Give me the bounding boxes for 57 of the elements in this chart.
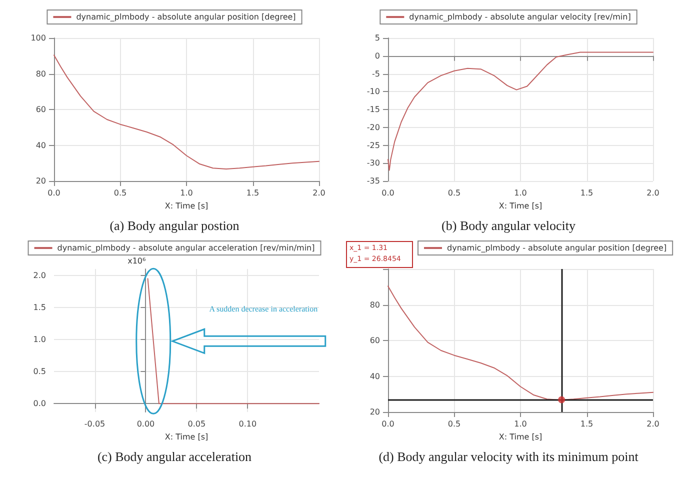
y-tick-label: 0 <box>374 51 380 60</box>
x-tick-label: 1.5 <box>580 420 594 428</box>
x-tick-label: 1.0 <box>180 188 193 198</box>
y-tick-label: -25 <box>366 140 380 150</box>
y-tick-label: 100 <box>30 34 46 42</box>
y-tick-label: 1.5 <box>33 302 46 312</box>
annotation: A sudden decrease in acceleration <box>209 304 318 314</box>
y-tick-label: 0.0 <box>33 399 46 408</box>
y-tick-label: -5 <box>372 69 380 78</box>
y-tick-label: 40 <box>36 140 46 150</box>
x-tick-label: 0.0 <box>382 188 394 198</box>
text: (b) Body angular velocity <box>442 218 576 233</box>
text: (c) Body angular acceleration <box>97 449 252 464</box>
x-axis-title: X: Time [s] <box>164 201 208 210</box>
x-tick-label: 2.0 <box>312 188 326 198</box>
legend-label: dynamic_plmbody - absolute angular velocity [rev/min] <box>409 12 631 22</box>
x-tick-label: -0.05 <box>84 420 106 428</box>
y-tick-label: 20 <box>36 176 46 186</box>
legend-label: dynamic_plmbody - absolute angular acceleration [rev/min/min] <box>57 244 315 252</box>
y-tick-label: -35 <box>366 176 380 186</box>
y-axis-title: x10⁶ <box>128 256 146 266</box>
text: (a) Body angular postion <box>110 218 240 233</box>
line-series <box>54 54 320 170</box>
y-tick-label: 40 <box>370 372 380 381</box>
x-tick-label: 0.0 <box>48 188 60 198</box>
x-tick-label: 2.0 <box>646 188 660 198</box>
y-tick-label: 60 <box>370 336 380 345</box>
text: (d) Body angular velocity with its minimum point <box>378 449 639 464</box>
y-tick-label: 1.0 <box>33 335 46 344</box>
y-tick-label: 80 <box>370 300 380 310</box>
y-tick-label: 20 <box>370 408 380 416</box>
legend-label: dynamic_plmbody - absolute angular position [degree] <box>76 12 296 22</box>
x-tick-label: 2.0 <box>646 420 660 428</box>
x-tick-label: 0.05 <box>188 420 206 428</box>
y-tick-label: -20 <box>366 122 380 132</box>
y-tick-label: -10 <box>366 87 380 96</box>
y-tick-label: 80 <box>36 69 46 78</box>
x-axis-title: X: Time [s] <box>164 432 208 442</box>
x-tick-label: 0.0 <box>382 420 394 428</box>
x-tick-label: 0.5 <box>448 188 461 198</box>
y-tick-label: 0.5 <box>33 367 46 376</box>
y-tick-label: -15 <box>366 105 380 114</box>
y-tick-label: 60 <box>36 105 46 114</box>
x-tick-label: 0.5 <box>448 420 461 428</box>
y-tick-label: 2.0 <box>33 270 46 280</box>
x-tick-label: 0.10 <box>238 420 257 428</box>
x-tick-label: 1.5 <box>246 188 260 198</box>
x-tick-label: 0.5 <box>114 188 127 198</box>
y-tick-label: -30 <box>366 158 380 168</box>
y-tick-label: 5 <box>374 34 380 42</box>
x-tick-label: 1.5 <box>580 188 594 198</box>
x-tick-label: 1.0 <box>514 420 527 428</box>
legend-label: dynamic_plmbody - absolute angular position [degree] <box>447 244 667 252</box>
x-tick-label: 1.0 <box>514 188 527 198</box>
x-axis-title: X: Time [s] <box>498 201 542 210</box>
x-axis-title: X: Time [s] <box>498 432 542 442</box>
x-tick-label: 0.00 <box>136 420 155 428</box>
